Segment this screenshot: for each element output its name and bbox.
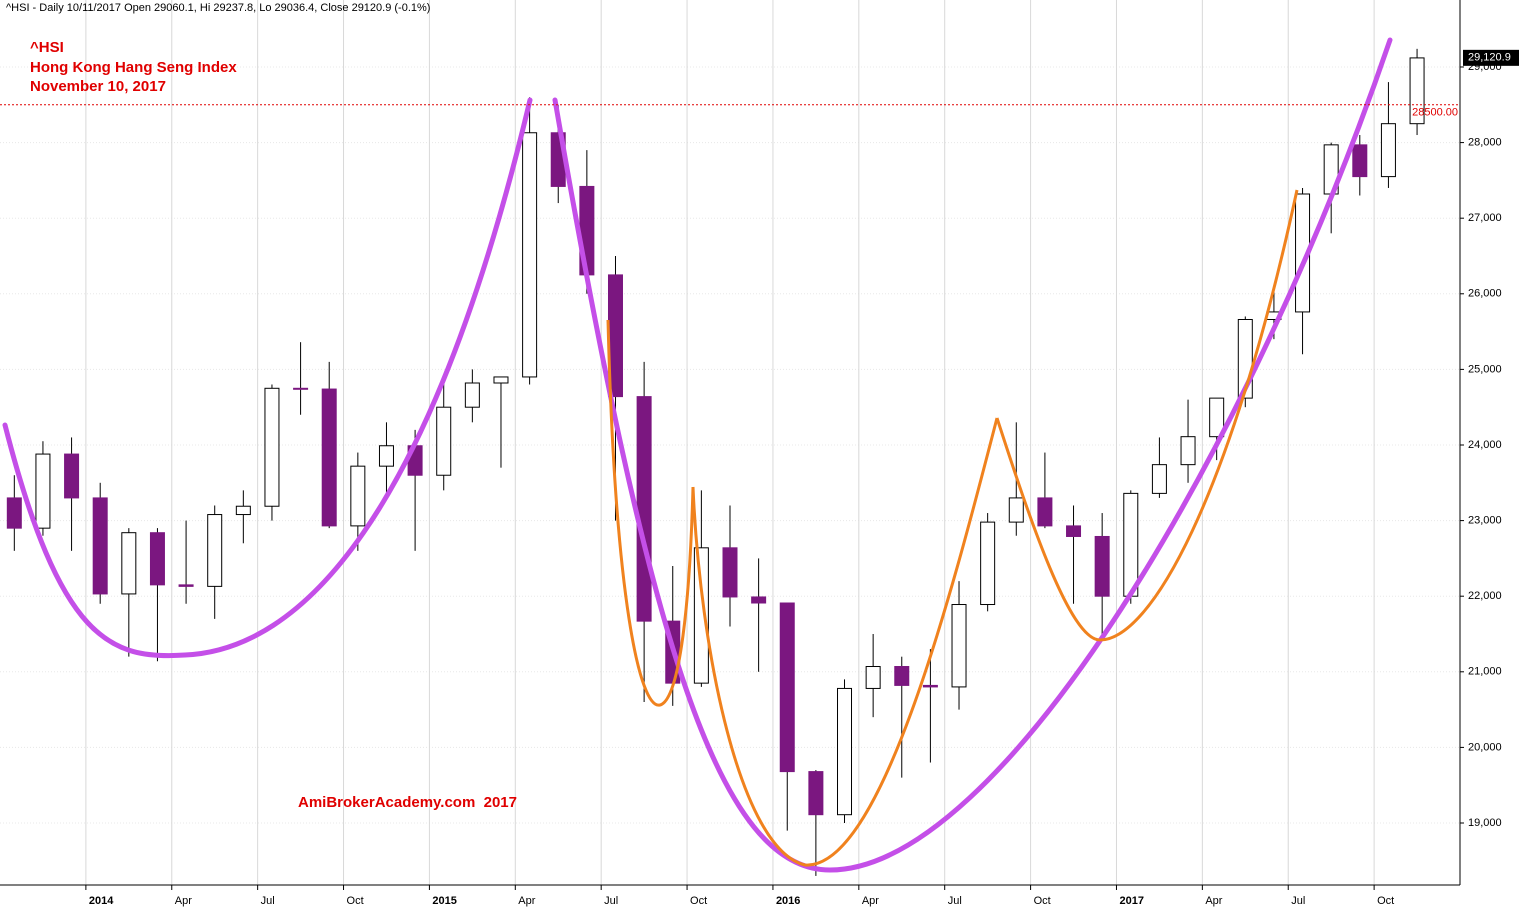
candle-body <box>493 376 509 384</box>
candle-body <box>1123 492 1139 597</box>
x-tick-label: 2016 <box>776 895 800 907</box>
x-tick-label: Oct <box>690 895 707 907</box>
handle-curve <box>606 319 695 707</box>
candles <box>6 48 1425 876</box>
candle-body <box>1409 57 1425 125</box>
handle-curve <box>691 417 999 867</box>
y-tick-label: 27,000 <box>1468 212 1502 224</box>
candle-body <box>980 521 996 606</box>
candle-body <box>636 396 652 622</box>
candle-body <box>6 497 22 529</box>
y-tick-label: 22,000 <box>1468 590 1502 602</box>
candle-body <box>64 453 80 499</box>
x-tick-label: 2017 <box>1119 895 1143 907</box>
candle-body <box>436 406 452 476</box>
x-tick-label: Oct <box>347 895 364 907</box>
header: ^HSI - Daily 10/11/2017 Open 29060.1, Hi… <box>6 2 430 14</box>
candle-body <box>837 687 853 816</box>
candle-body <box>922 684 938 688</box>
y-tick-label: 21,000 <box>1468 666 1502 678</box>
candle-body <box>207 514 223 587</box>
last-price-badge <box>1463 49 1519 66</box>
candle-body <box>464 382 480 408</box>
reference-label: 28500.00 <box>1412 107 1458 119</box>
candle-body <box>751 596 767 604</box>
candle-body <box>92 497 108 595</box>
x-tick-label: Apr <box>862 895 879 907</box>
x-tick-label: Oct <box>1034 895 1051 907</box>
pattern-curves <box>2 37 1393 873</box>
x-tick-label: Apr <box>518 895 535 907</box>
candle-body <box>235 505 251 516</box>
x-tick-label: Jul <box>261 895 275 907</box>
x-tick-label: Jul <box>604 895 618 907</box>
candle-body <box>693 547 709 684</box>
candle-body <box>951 604 967 688</box>
candle-body <box>293 387 309 390</box>
candle-body <box>779 602 795 773</box>
x-tick-label: 2015 <box>432 895 456 907</box>
y-tick-label: 26,000 <box>1468 288 1502 300</box>
candle-body <box>35 453 51 529</box>
candle-body <box>1180 436 1196 466</box>
candle-body <box>865 666 881 689</box>
x-tick-label: Apr <box>1205 895 1222 907</box>
x-tick-label: Jul <box>1291 895 1305 907</box>
candle-body <box>1380 123 1396 178</box>
candle-body <box>350 465 366 527</box>
x-tick-label: 2014 <box>89 895 114 907</box>
watermark: AmiBrokerAcademy.com 2017 <box>298 794 517 811</box>
candle-body <box>1094 535 1110 597</box>
annotation: November 10, 2017 <box>30 78 166 95</box>
candle-body <box>522 132 538 378</box>
cup-curve <box>2 97 533 659</box>
y-tick-label: 23,000 <box>1468 515 1502 527</box>
candle-body <box>1352 144 1368 178</box>
candle-body <box>1037 497 1053 527</box>
grid <box>0 0 1460 885</box>
cup-curve <box>552 37 1393 873</box>
handle-curve <box>995 189 1299 642</box>
y-tick-label: 25,000 <box>1468 363 1502 375</box>
handle-curves <box>606 189 1299 867</box>
x-tick-label: Apr <box>175 895 192 907</box>
candle-body <box>894 666 910 686</box>
x-tick-label: Jul <box>948 895 962 907</box>
candle-body <box>722 547 738 598</box>
candle-body <box>121 532 137 595</box>
x-tick-label: Oct <box>1377 895 1394 907</box>
candle-body <box>178 584 194 587</box>
candle-body <box>1151 464 1167 494</box>
candle-body <box>1209 397 1225 438</box>
candle-body <box>378 445 394 467</box>
annotation: Hong Kong Hang Seng Index <box>30 59 237 76</box>
y-tick-label: 19,000 <box>1468 817 1502 829</box>
candle-body <box>808 771 824 816</box>
candle-body <box>1008 497 1024 523</box>
candle-body <box>321 388 337 527</box>
y-tick-label: 20,000 <box>1468 741 1502 753</box>
candle-body <box>149 532 165 586</box>
y-tick-label: 24,000 <box>1468 439 1502 451</box>
candle-body <box>264 387 280 507</box>
last-price-label: 29,120.9 <box>1468 52 1511 64</box>
y-tick-label: 28,000 <box>1468 136 1502 148</box>
annotation: ^HSI <box>30 39 64 56</box>
candle-body <box>1066 525 1082 537</box>
